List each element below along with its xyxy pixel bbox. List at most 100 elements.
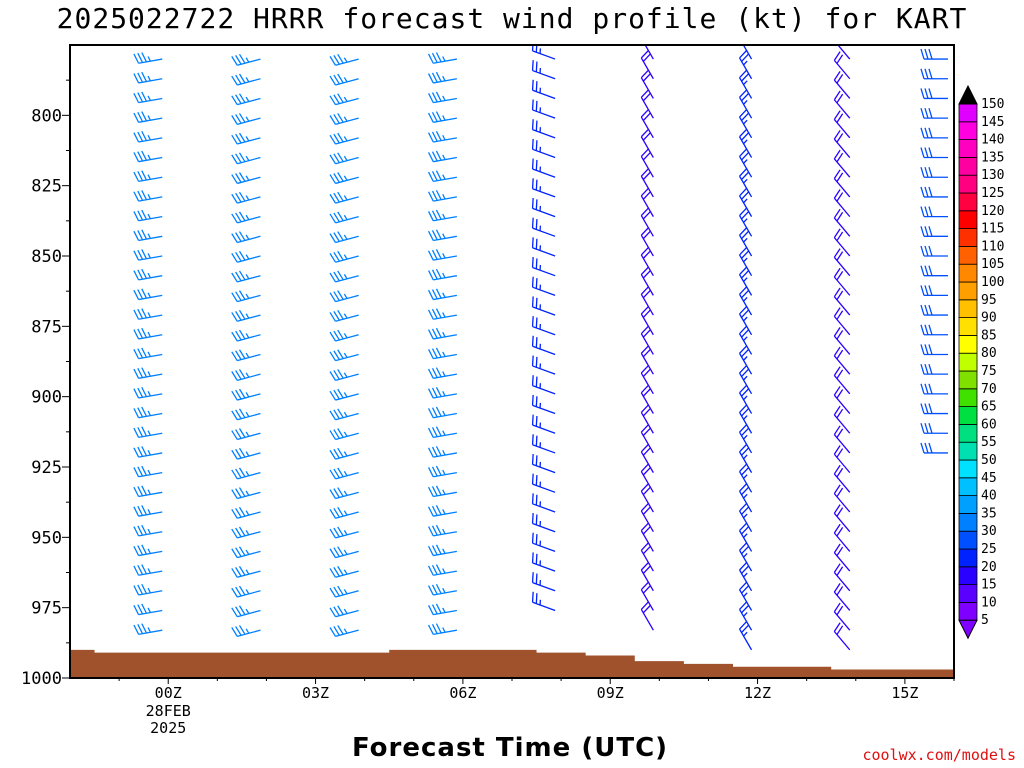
y-tick-label: 975 [31, 599, 62, 619]
wind-barb [531, 473, 556, 493]
y-tick-label: 875 [31, 317, 62, 337]
wind-barb [837, 45, 851, 60]
y-tick-label: 900 [31, 388, 62, 408]
colorbar-label: 110 [981, 239, 1004, 254]
wind-barb [427, 603, 458, 616]
wind-barb [329, 605, 359, 618]
wind-barb [640, 286, 654, 316]
wind-barb [231, 428, 261, 441]
wind-barb [531, 197, 556, 218]
colorbar-segment [958, 103, 978, 123]
wind-barb [531, 572, 556, 592]
wind-barb [640, 424, 654, 454]
wind-barb [833, 307, 851, 336]
wind-barb [329, 329, 359, 342]
wind-barb [427, 308, 458, 320]
wind-barb [329, 566, 359, 578]
wind-barb [531, 414, 556, 434]
wind-barb [427, 170, 458, 183]
colorbar-segment [958, 602, 978, 621]
wind-barb [329, 152, 359, 165]
colorbar-label: 55 [981, 435, 997, 450]
wind-barb [531, 79, 556, 100]
wind-barb [738, 522, 753, 552]
colorbar-label: 65 [981, 400, 997, 415]
colorbar-segment [958, 441, 978, 461]
wind-barb [133, 465, 163, 478]
wind-barb [133, 111, 163, 123]
wind-barb [231, 113, 261, 125]
wind-barb [133, 249, 163, 261]
wind-barb [427, 71, 458, 84]
wind-barb [231, 53, 261, 66]
wind-barb [738, 168, 753, 198]
wind-barb [531, 453, 556, 474]
colorbar-segment [958, 513, 978, 532]
colorbar-label: 130 [981, 168, 1004, 183]
colorbar-label: 45 [981, 471, 997, 486]
colorbar-segment [958, 406, 978, 425]
colorbar-label: 135 [981, 150, 1004, 165]
wind-barb [427, 249, 458, 261]
wind-barb [231, 388, 261, 401]
colorbar-segment [958, 228, 978, 247]
wind-barb [231, 546, 261, 559]
wind-barb [427, 544, 458, 557]
wind-barb [231, 152, 261, 165]
wind-barb [833, 583, 851, 611]
wind-barb [427, 150, 458, 163]
colorbar-label: 35 [981, 506, 997, 521]
colorbar-segment [958, 139, 978, 158]
credit-link[interactable]: coolwx.com/models [862, 746, 1016, 764]
colorbar-label: 20 [981, 560, 997, 575]
wind-barb [133, 209, 163, 222]
wind-barb [329, 585, 359, 598]
terrain-fill [70, 649, 954, 678]
wind-barb [640, 345, 654, 375]
wind-barb [920, 383, 948, 395]
wind-barb [231, 132, 261, 145]
wind-barb [833, 464, 851, 493]
wind-barb [738, 621, 753, 651]
wind-barb [231, 526, 261, 539]
colorbar-label: 25 [981, 542, 997, 557]
wind-barb [133, 603, 163, 616]
wind-barb [427, 111, 458, 123]
wind-barb [427, 130, 458, 143]
wind-barb [231, 309, 261, 322]
colorbar-bottom-arrow [958, 619, 978, 640]
x-tick-label: 00Z [155, 684, 182, 702]
x-tick-label: 06Z [449, 684, 476, 702]
wind-barb [427, 268, 458, 281]
wind-barb [833, 563, 851, 592]
wind-barb [133, 170, 163, 183]
colorbar-label: 10 [981, 595, 997, 610]
wind-barb [329, 487, 359, 500]
colorbar-segment [958, 156, 978, 176]
wind-barb [833, 504, 851, 533]
wind-barb [738, 69, 753, 99]
wind-barb [531, 434, 556, 454]
wind-barb [738, 601, 753, 631]
colorbar-segment [958, 495, 978, 514]
wind-barb [231, 73, 261, 86]
wind-barb [329, 113, 359, 125]
colorbar-label: 70 [981, 382, 997, 397]
wind-barb [640, 148, 654, 178]
x-tick-label: 12Z [744, 684, 771, 702]
colorbar-segment [958, 121, 978, 141]
wind-barb [231, 329, 261, 342]
wind-barb [833, 543, 851, 572]
wind-barb [833, 169, 851, 198]
wind-barb [640, 365, 654, 395]
wind-barb [920, 423, 948, 434]
wind-barb [329, 447, 359, 460]
wind-barb [833, 267, 851, 296]
wind-barb [833, 622, 851, 651]
wind-barb [640, 483, 654, 513]
wind-barb [531, 296, 556, 316]
wind-barb [644, 45, 654, 60]
colorbar-segment [958, 423, 978, 443]
wind-barb [833, 523, 851, 552]
wind-barb [920, 363, 948, 375]
